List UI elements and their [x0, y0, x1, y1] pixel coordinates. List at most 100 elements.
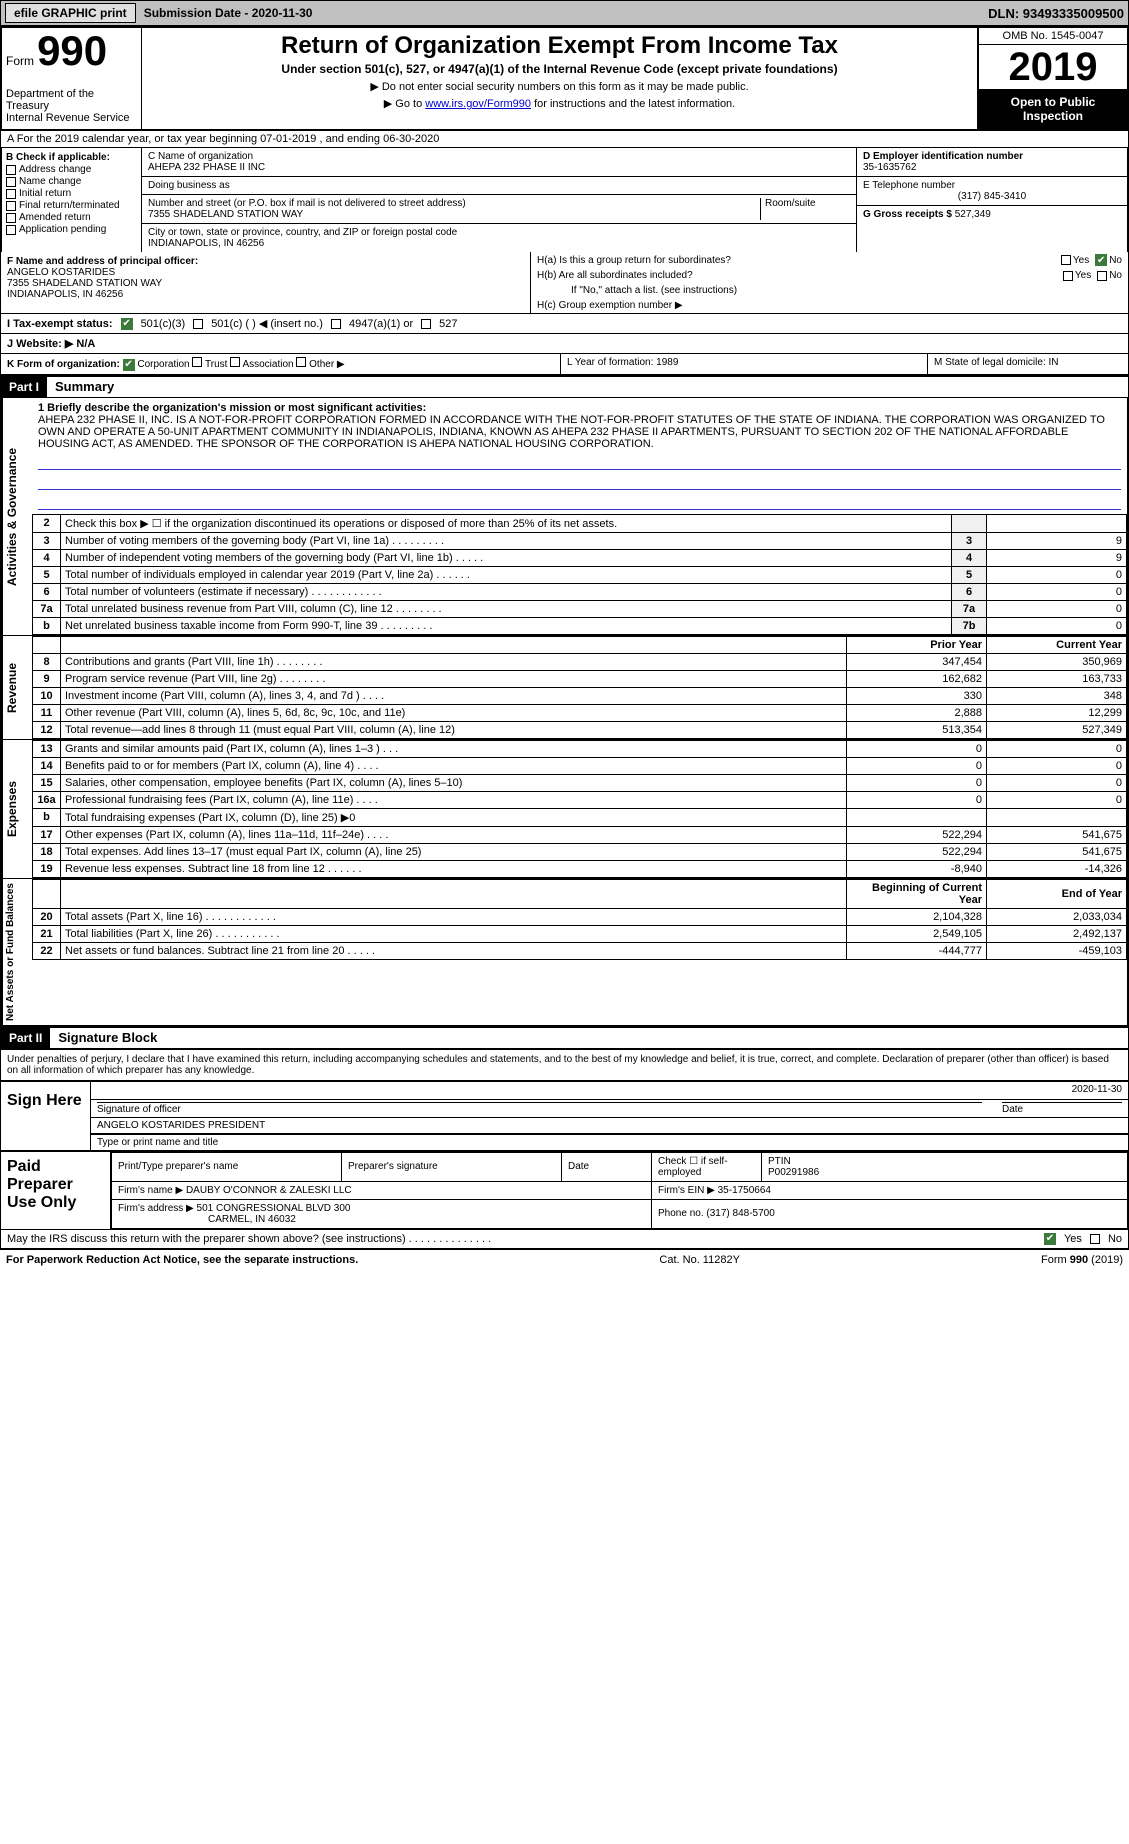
discuss-row: May the IRS discuss this return with the… — [0, 1230, 1129, 1249]
firm-addr1: 501 CONGRESSIONAL BLVD 300 — [197, 1203, 351, 1214]
org-name: AHEPA 232 PHASE II INC — [148, 162, 850, 173]
form-header: Form 990 Department of the Treasury Inte… — [0, 26, 1129, 131]
sign-here-label: Sign Here — [1, 1082, 91, 1150]
section-bcd: B Check if applicable: Address change Na… — [0, 148, 1129, 252]
open-to-public: Open to Public Inspection — [979, 89, 1127, 129]
cb-trust[interactable] — [192, 357, 202, 367]
state-domicile: M State of legal domicile: IN — [928, 354, 1128, 374]
row-a-tax-year: A For the 2019 calendar year, or tax yea… — [0, 131, 1129, 148]
governance-section: Activities & Governance 1 Briefly descri… — [0, 398, 1129, 636]
mission-rule — [38, 496, 1121, 510]
cb-527[interactable] — [421, 319, 431, 329]
signature-declaration: Under penalties of perjury, I declare th… — [0, 1049, 1129, 1081]
omb-number: OMB No. 1545-0047 — [979, 28, 1127, 45]
officer-label: F Name and address of principal officer: — [7, 256, 524, 267]
prep-name-label: Print/Type preparer's name — [112, 1152, 342, 1181]
cb-4947[interactable] — [331, 319, 341, 329]
hb-label: H(b) Are all subordinates included? — [537, 270, 1057, 281]
hb-yes[interactable] — [1063, 271, 1073, 281]
dba-label: Doing business as — [142, 177, 856, 195]
telephone: (317) 845-3410 — [863, 191, 1121, 202]
sig-officer-label: Signature of officer — [97, 1102, 982, 1115]
firm-addr2: CARMEL, IN 46032 — [118, 1214, 296, 1225]
part1-header: Part I Summary — [0, 375, 1129, 398]
street-address: 7355 SHADELAND STATION WAY — [148, 209, 760, 220]
hb-note: If "No," attach a list. (see instruction… — [531, 283, 1128, 298]
discuss-yes[interactable]: ✔ — [1044, 1233, 1056, 1245]
officer-printed-name: ANGELO KOSTARIDES PRESIDENT — [91, 1118, 1128, 1134]
firm-ein: 35-1750664 — [718, 1185, 771, 1196]
irs-link[interactable]: www.irs.gov/Form990 — [425, 98, 531, 110]
net-assets-table: Beginning of Current YearEnd of Year20To… — [32, 879, 1127, 960]
firm-name: DAUBY O'CONNOR & ZALESKI LLC — [186, 1185, 352, 1196]
gross-receipts: 527,349 — [955, 209, 991, 220]
cb-other[interactable] — [296, 357, 306, 367]
form-title: Return of Organization Exempt From Incom… — [146, 32, 973, 60]
revenue-table: Prior YearCurrent Year8Contributions and… — [32, 636, 1127, 739]
sign-here-block: Sign Here 2020-11-30 Signature of office… — [0, 1081, 1129, 1151]
cb-amended[interactable] — [6, 213, 16, 223]
mission-rule — [38, 476, 1121, 490]
city-label: City or town, state or province, country… — [148, 227, 850, 238]
prep-sig-label: Preparer's signature — [342, 1152, 562, 1181]
cb-501c3[interactable]: ✔ — [121, 318, 133, 330]
cb-app-pending[interactable] — [6, 225, 16, 235]
gross-label: G Gross receipts $ — [863, 209, 952, 220]
form-label: Form — [6, 54, 34, 68]
submission-date: Submission Date - 2020-11-30 — [144, 6, 313, 20]
dln: DLN: 93493335009500 — [988, 6, 1124, 21]
officer-name-label: Type or print name and title — [91, 1134, 1128, 1150]
section-fh: F Name and address of principal officer:… — [0, 252, 1129, 314]
efile-print-button[interactable]: efile GRAPHIC print — [5, 3, 136, 23]
box-b-title: B Check if applicable: — [6, 152, 137, 163]
addr-label: Number and street (or P.O. box if mail i… — [148, 198, 760, 209]
part2-title: Signature Block — [50, 1030, 157, 1045]
officer-name: ANGELO KOSTARIDES — [7, 267, 524, 278]
net-assets-section: Net Assets or Fund Balances Beginning of… — [0, 879, 1129, 1026]
box-h: H(a) Is this a group return for subordin… — [531, 252, 1128, 313]
cb-address-change[interactable] — [6, 165, 16, 175]
mission-rule — [38, 456, 1121, 470]
topbar: efile GRAPHIC print Submission Date - 20… — [0, 0, 1129, 26]
org-name-label: C Name of organization — [148, 151, 850, 162]
form-number: 990 — [37, 27, 107, 74]
firm-phone: (317) 848-5700 — [706, 1208, 774, 1219]
catalog-number: Cat. No. 11282Y — [659, 1254, 740, 1266]
cb-name-change[interactable] — [6, 177, 16, 187]
hb-no[interactable] — [1097, 271, 1107, 281]
city-state-zip: INDIANAPOLIS, IN 46256 — [148, 238, 850, 249]
discuss-no[interactable] — [1090, 1234, 1100, 1244]
ha-yes[interactable] — [1061, 255, 1071, 265]
hc-label: H(c) Group exemption number ▶ — [531, 298, 1128, 313]
cb-initial-return[interactable] — [6, 189, 16, 199]
part1-tag: Part I — [1, 377, 47, 397]
form-subtitle: Under section 501(c), 527, or 4947(a)(1)… — [146, 62, 973, 76]
side-net-assets: Net Assets or Fund Balances — [2, 879, 32, 1025]
side-expenses: Expenses — [2, 740, 32, 878]
header-left: Form 990 Department of the Treasury Inte… — [2, 28, 142, 129]
header-middle: Return of Organization Exempt From Incom… — [142, 28, 977, 129]
paid-preparer-block: Paid Preparer Use Only Print/Type prepar… — [0, 1151, 1129, 1230]
officer-addr2: INDIANAPOLIS, IN 46256 — [7, 289, 524, 300]
mission-block: 1 Briefly describe the organization's mi… — [32, 398, 1127, 514]
box-f: F Name and address of principal officer:… — [1, 252, 531, 313]
expenses-table: 13Grants and similar amounts paid (Part … — [32, 740, 1127, 878]
part1-title: Summary — [47, 379, 114, 394]
discuss-label: May the IRS discuss this return with the… — [7, 1233, 1036, 1245]
room-suite-label: Room/suite — [760, 198, 850, 220]
note-ssn: ▶ Do not enter social security numbers o… — [146, 80, 973, 93]
mission-text: AHEPA 232 PHASE II, INC. IS A NOT-FOR-PR… — [38, 414, 1121, 450]
form-ref: Form 990 (2019) — [1041, 1254, 1123, 1266]
cb-corp[interactable]: ✔ — [123, 359, 135, 371]
sig-date-label: Date — [1002, 1102, 1122, 1115]
ha-label: H(a) Is this a group return for subordin… — [537, 255, 1055, 266]
paid-preparer-label: Paid Preparer Use Only — [1, 1152, 111, 1229]
ha-no[interactable]: ✔ — [1095, 254, 1107, 266]
cb-assoc[interactable] — [230, 357, 240, 367]
note-link: ▶ Go to www.irs.gov/Form990 for instruct… — [146, 97, 973, 110]
cb-501c[interactable] — [193, 319, 203, 329]
sig-date: 2020-11-30 — [1072, 1084, 1122, 1097]
box-c: C Name of organization AHEPA 232 PHASE I… — [142, 148, 857, 252]
cb-final-return[interactable] — [6, 201, 16, 211]
mission-label: 1 Briefly describe the organization's mi… — [38, 402, 1121, 414]
